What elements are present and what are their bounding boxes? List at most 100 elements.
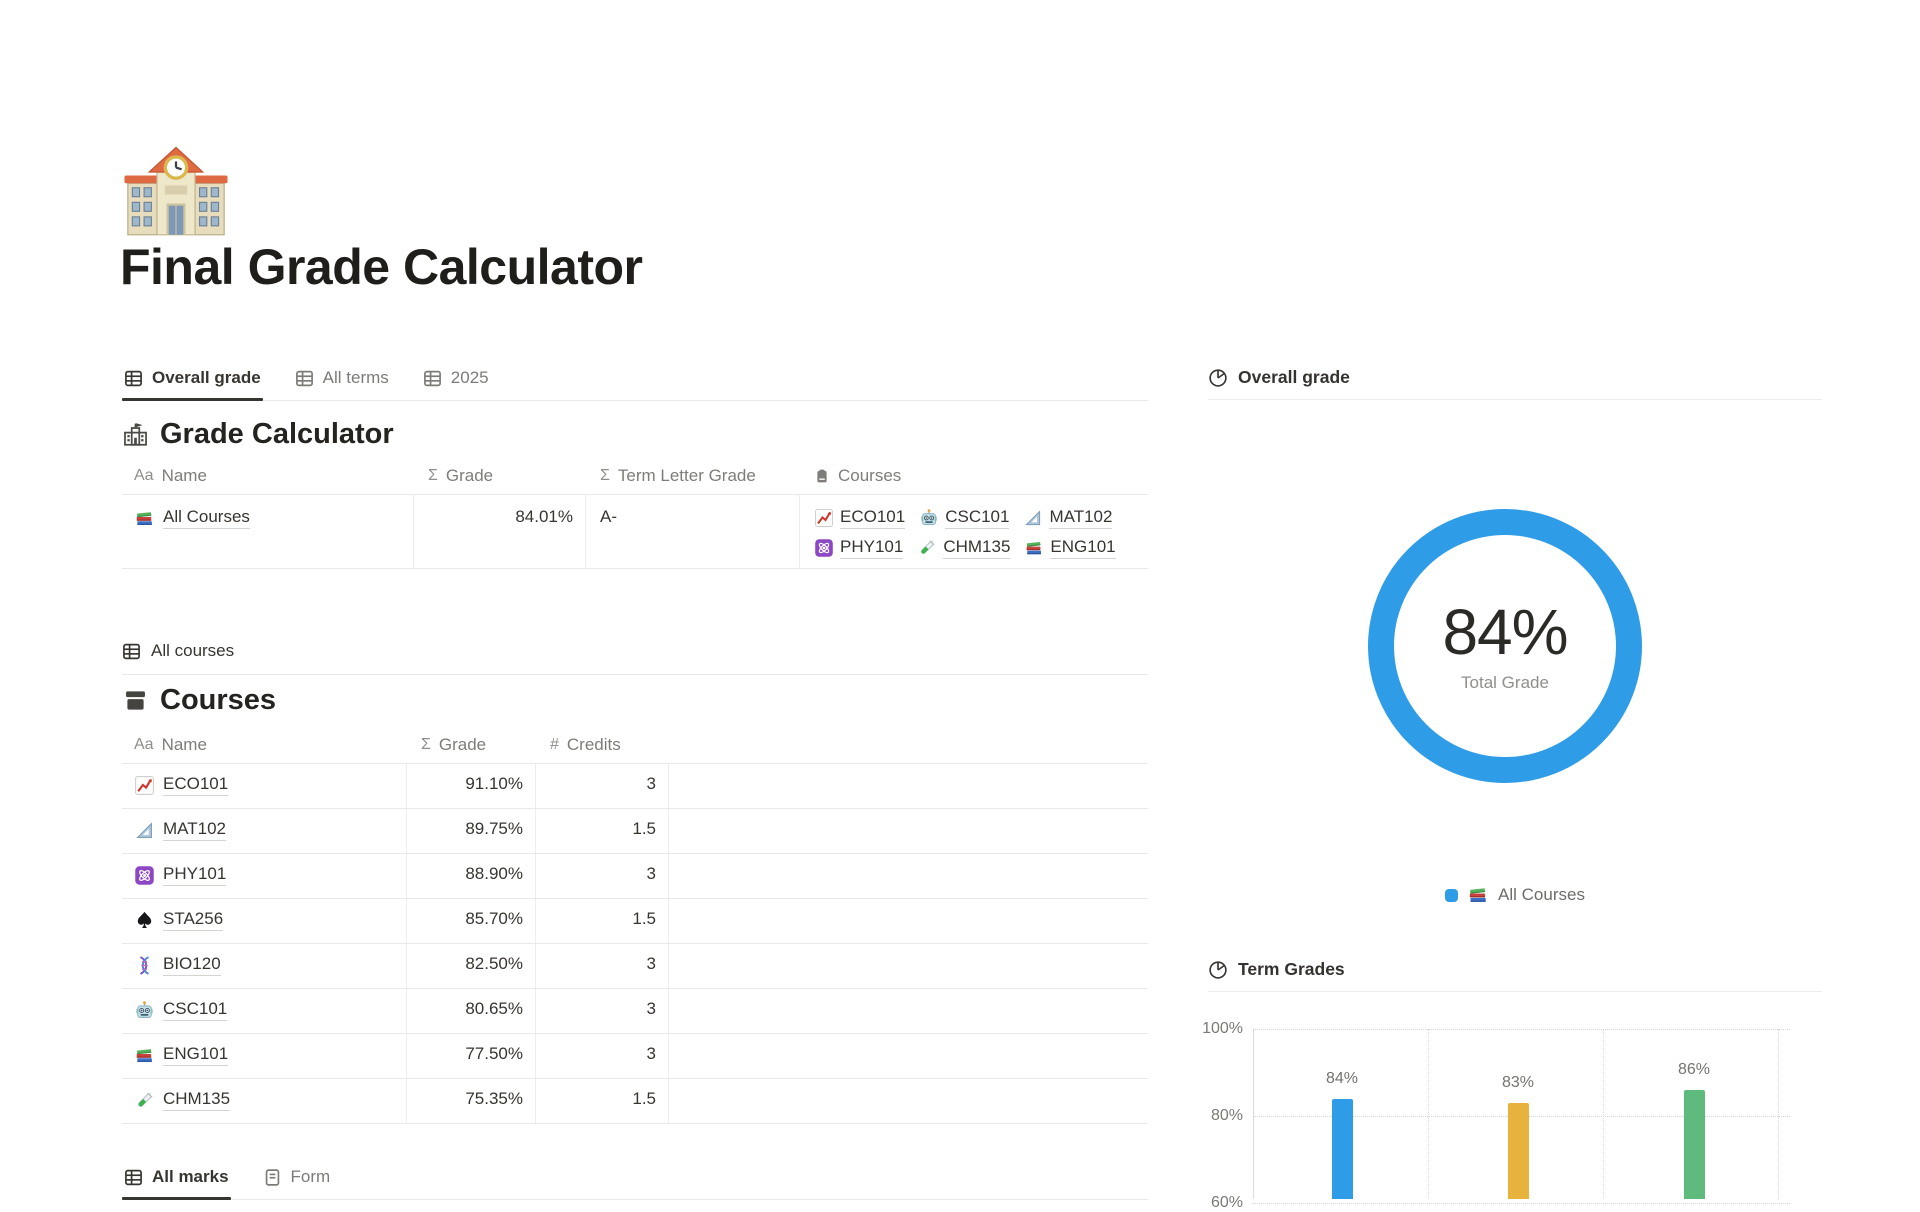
course-page-link[interactable]: STA256	[163, 909, 224, 931]
donut-center-text: 84% Total Grade	[1355, 496, 1655, 796]
grade-calculator-table: Aa Name Σ Grade Σ Term Letter Grade Courses Al…	[122, 458, 1148, 569]
grade-cell[interactable]: 91.10%	[407, 764, 536, 808]
course-link-eng101[interactable]: ENG101	[1024, 537, 1116, 559]
course-row-sta256[interactable]: STA256 85.70% 1.5	[122, 899, 1148, 944]
course-link-label[interactable]: ECO101	[840, 507, 906, 529]
column-header-credits[interactable]: # Credits	[536, 727, 669, 763]
triangle-ruler-icon	[134, 820, 155, 841]
grade-cell[interactable]: 80.65%	[407, 989, 536, 1033]
tab-label: All marks	[152, 1167, 229, 1186]
total-grade-donut-chart[interactable]	[1355, 496, 1655, 796]
tab-label: 2025	[450, 368, 489, 387]
school-icon[interactable]	[120, 134, 232, 246]
books-icon	[1467, 884, 1489, 906]
grade-cell[interactable]: 88.90%	[407, 854, 536, 898]
grade-table-header: Aa Name Σ Grade Σ Term Letter Grade Courses	[122, 458, 1148, 495]
donut-sublabel: Total Grade	[1461, 672, 1549, 692]
table-icon	[122, 642, 141, 661]
credits-cell[interactable]: 3	[536, 944, 669, 988]
column-label: Name	[161, 735, 207, 754]
column-label: Grade	[438, 735, 487, 754]
column-header-name[interactable]: Aa Name	[122, 727, 407, 763]
course-link-phy101[interactable]: PHY101	[814, 537, 904, 559]
credits-cell[interactable]: 3	[536, 1034, 669, 1078]
column-header-grade[interactable]: Σ Grade	[414, 458, 586, 494]
course-link-label[interactable]: CSC101	[945, 507, 1010, 529]
bar-term-1[interactable]	[1331, 1098, 1353, 1199]
courses-view-tab[interactable]: All courses	[122, 628, 1148, 675]
course-page-link[interactable]: CSC101	[163, 999, 228, 1021]
course-page-link[interactable]: ENG101	[163, 1044, 229, 1066]
y-tick-label: 60%	[1210, 1194, 1243, 1211]
grade-cell[interactable]: 89.75%	[407, 809, 536, 853]
course-row-eng101[interactable]: ENG101 77.50% 3	[122, 1034, 1148, 1079]
tab-overall-grade[interactable]: Overall grade	[122, 368, 263, 401]
donut-legend[interactable]: All Courses	[1208, 884, 1822, 906]
empty-cell	[669, 1034, 1148, 1078]
course-page-link[interactable]: ECO101	[163, 774, 229, 796]
grade-cell[interactable]: 85.70%	[407, 899, 536, 943]
course-row-mat102[interactable]: MAT102 89.75% 1.5	[122, 809, 1148, 854]
courses-title[interactable]: Courses	[160, 684, 277, 716]
course-page-link[interactable]: BIO120	[163, 954, 221, 976]
v-gridline	[1428, 1029, 1429, 1199]
grade-table-row[interactable]: All Courses 84.01% A- ECO101 CSC101 MAT102…	[122, 495, 1148, 569]
course-link-eco101[interactable]: ECO101	[814, 507, 906, 529]
bar-term-2[interactable]	[1507, 1102, 1529, 1199]
credits-cell[interactable]: 1.5	[536, 1079, 669, 1123]
y-tick-label: 100%	[1202, 1020, 1243, 1037]
course-page-link[interactable]: MAT102	[163, 819, 226, 841]
course-row-eco101[interactable]: ECO101 91.10% 3	[122, 764, 1148, 809]
term-letter-grade-value[interactable]: A-	[586, 495, 800, 568]
page-title[interactable]: Final Grade Calculator	[120, 239, 643, 295]
grade-value[interactable]: 84.01%	[414, 495, 586, 568]
bar-term-3[interactable]	[1683, 1089, 1705, 1199]
text-property-icon: Aa	[134, 467, 154, 484]
course-page-link[interactable]: PHY101	[163, 864, 227, 886]
grade-cell[interactable]: 75.35%	[407, 1079, 536, 1123]
course-row-chm135[interactable]: CHM135 75.35% 1.5	[122, 1079, 1148, 1124]
all-courses-link[interactable]: All Courses	[163, 507, 250, 529]
tab-all-marks[interactable]: All marks	[122, 1167, 231, 1200]
course-row-bio120[interactable]: BIO120 82.50% 3	[122, 944, 1148, 989]
term-grades-chart-header: Term Grades	[1208, 948, 1822, 992]
tab-form[interactable]: Form	[261, 1167, 333, 1199]
course-link-label[interactable]: ENG101	[1050, 537, 1116, 559]
overall-grade-chart-header: Overall grade	[1208, 356, 1822, 400]
credits-cell[interactable]: 3	[536, 764, 669, 808]
course-link-label[interactable]: CHM135	[943, 537, 1011, 559]
overall-grade-chart-title[interactable]: Overall grade	[1238, 367, 1350, 387]
dna-icon	[134, 955, 155, 976]
books-icon	[134, 508, 155, 529]
course-link-chm135[interactable]: CHM135	[917, 537, 1011, 559]
test-tube-icon	[917, 538, 937, 558]
relation-property-icon	[814, 468, 830, 484]
column-header-term-letter-grade[interactable]: Σ Term Letter Grade	[586, 458, 800, 494]
y-axis-line	[1253, 1029, 1254, 1199]
course-link-label[interactable]: MAT102	[1049, 507, 1113, 529]
course-link-label[interactable]: PHY101	[840, 537, 904, 559]
grade-calculator-title[interactable]: Grade Calculator	[160, 418, 394, 450]
table-icon	[295, 369, 314, 388]
grade-cell[interactable]: 82.50%	[407, 944, 536, 988]
credits-cell[interactable]: 3	[536, 854, 669, 898]
credits-cell[interactable]: 3	[536, 989, 669, 1033]
atom-icon	[134, 865, 155, 886]
course-link-csc101[interactable]: CSC101	[919, 507, 1010, 529]
grade-cell[interactable]: 77.50%	[407, 1034, 536, 1078]
column-header-name[interactable]: Aa Name	[122, 458, 414, 494]
course-row-phy101[interactable]: PHY101 88.90% 3	[122, 854, 1148, 899]
courses-view-tab-label[interactable]: All courses	[151, 641, 235, 660]
credits-cell[interactable]: 1.5	[536, 809, 669, 853]
tab-2025[interactable]: 2025	[421, 368, 491, 400]
test-tube-icon	[134, 1090, 155, 1111]
course-link-mat102[interactable]: MAT102	[1023, 507, 1113, 529]
tab-all-terms[interactable]: All terms	[293, 368, 391, 400]
column-header-grade[interactable]: Σ Grade	[407, 727, 536, 763]
spade-icon	[134, 910, 155, 931]
course-row-csc101[interactable]: CSC101 80.65% 3	[122, 989, 1148, 1034]
column-header-courses[interactable]: Courses	[800, 458, 1148, 494]
term-grades-chart-title[interactable]: Term Grades	[1238, 959, 1345, 979]
credits-cell[interactable]: 1.5	[536, 899, 669, 943]
course-page-link[interactable]: CHM135	[163, 1089, 231, 1111]
